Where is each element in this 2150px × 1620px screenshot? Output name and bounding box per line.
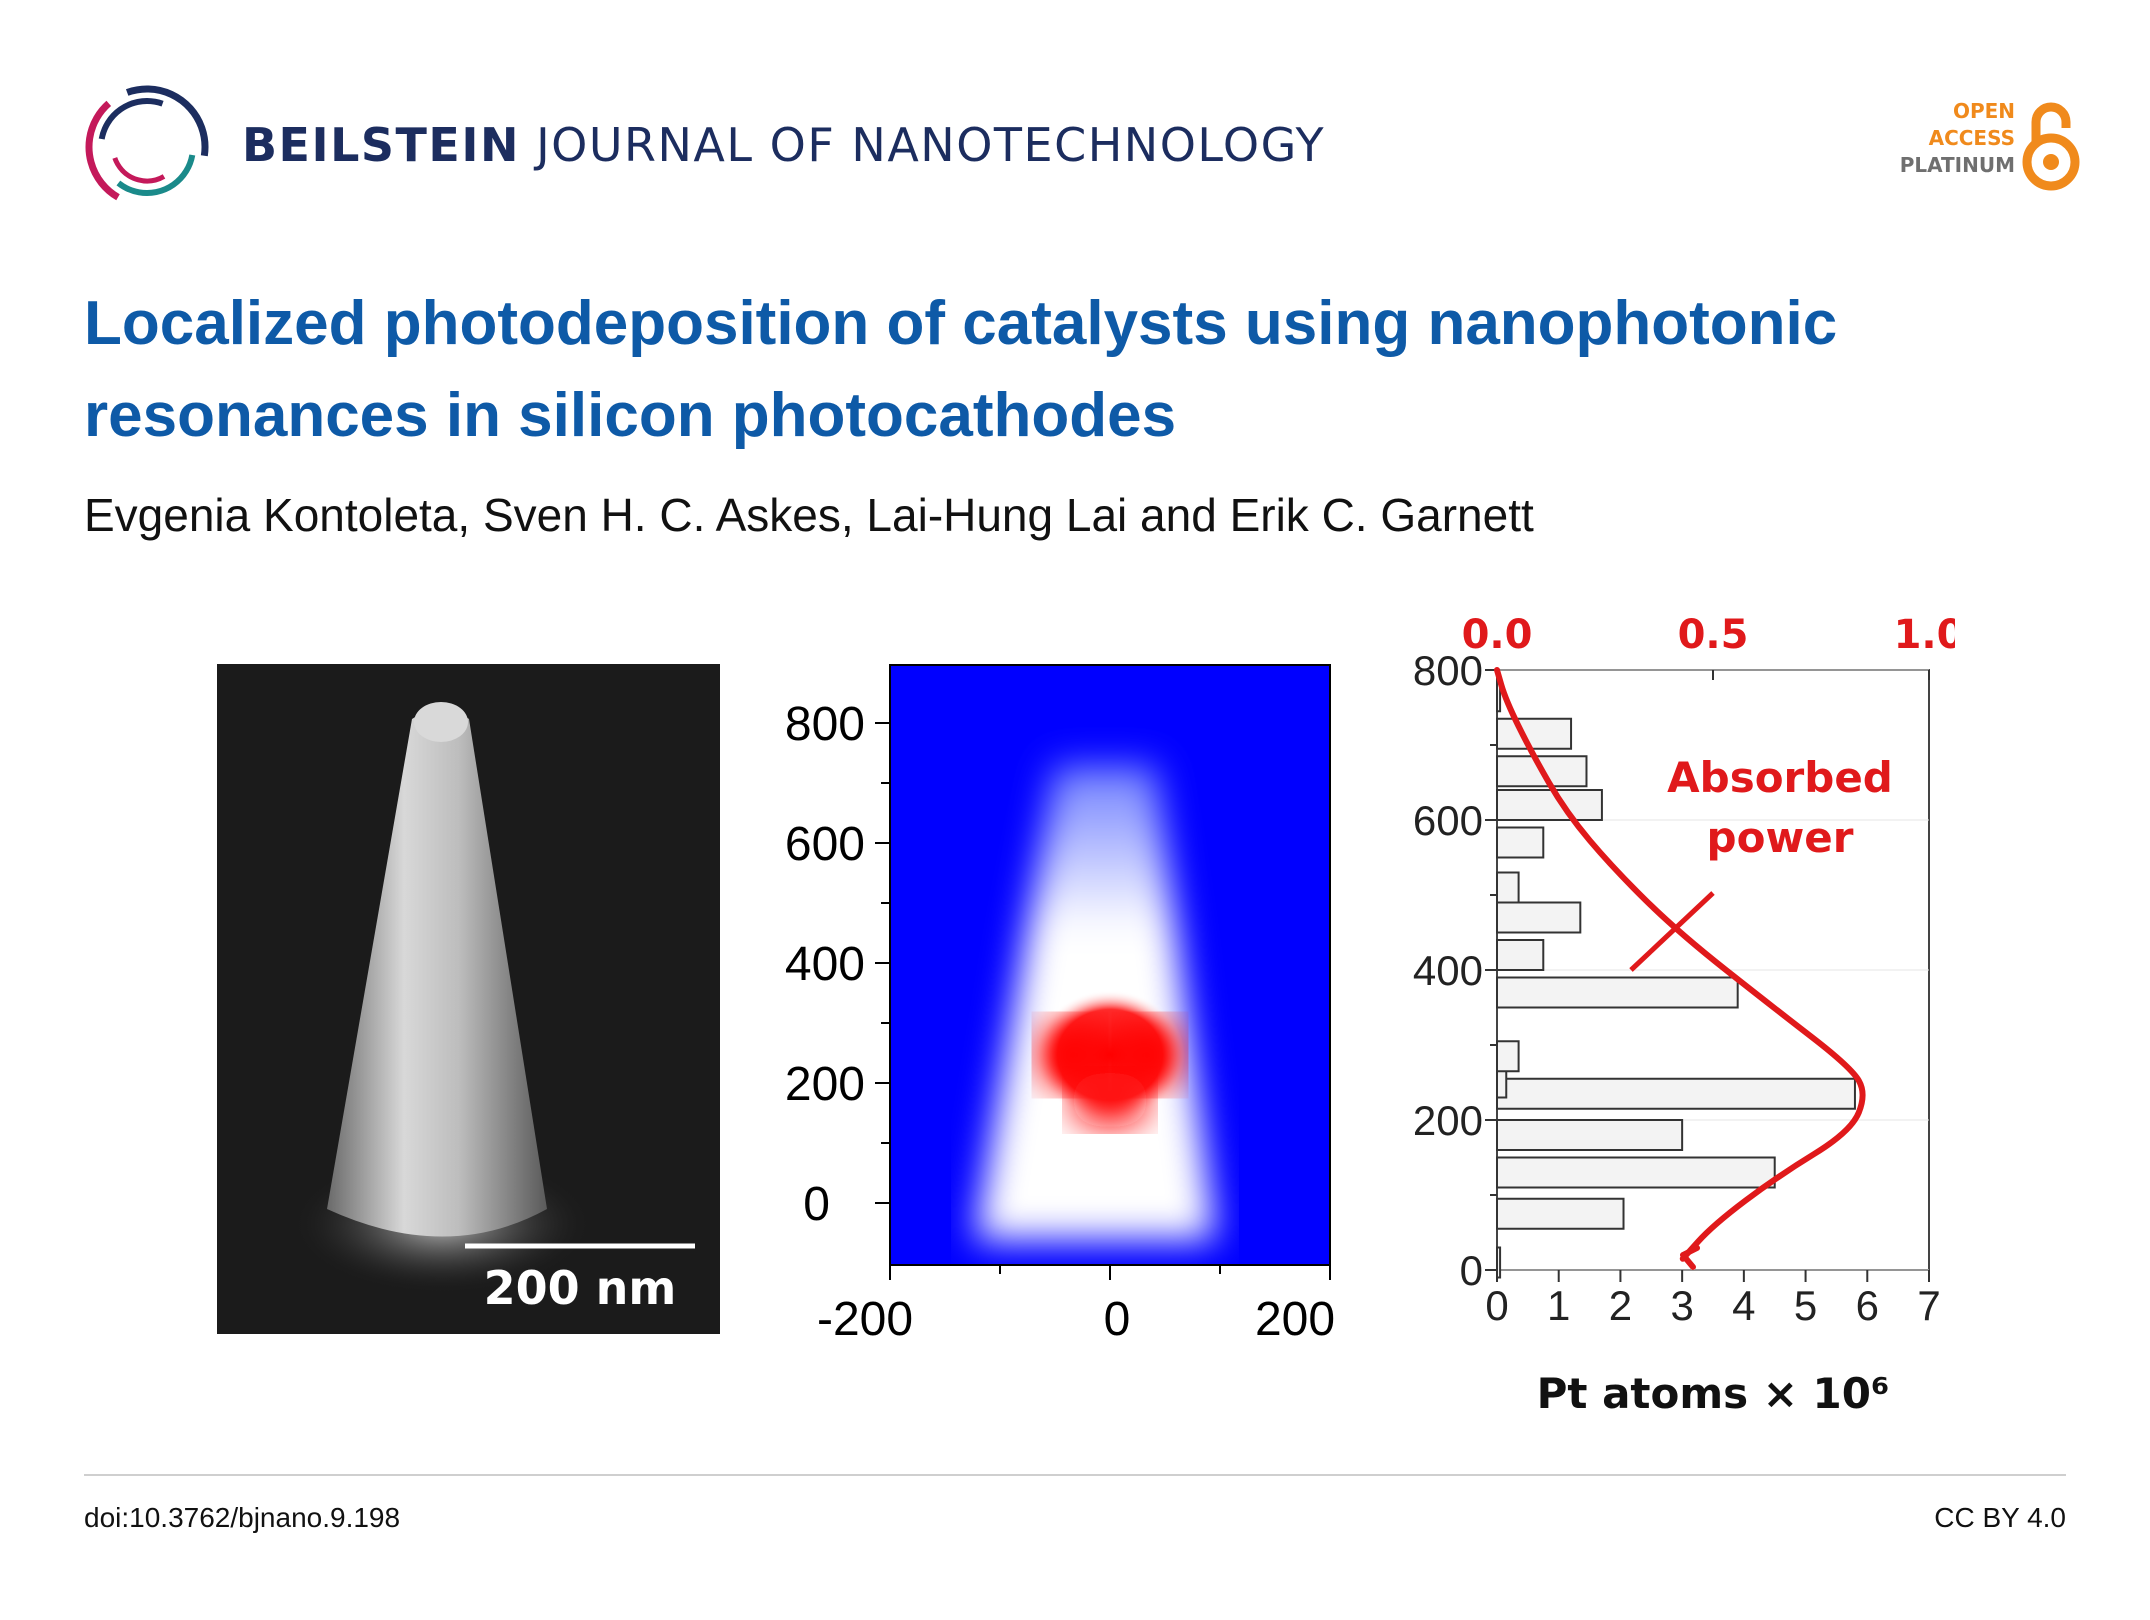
sim-xtick-200: 200 xyxy=(1255,1293,1335,1346)
bar xyxy=(1496,717,1573,750)
curve-end-arrow-icon xyxy=(1680,1245,1700,1270)
article-title-line2: resonances in silicon photocathodes xyxy=(84,381,1177,450)
y-tick-label: 600 xyxy=(1413,797,1483,844)
open-access-lock-icon xyxy=(2022,102,2080,191)
y-tick-label: 400 xyxy=(1413,947,1483,994)
bar xyxy=(1496,1246,1502,1279)
author-list: Evgenia Kontoleta, Sven H. C. Askes, Lai… xyxy=(84,489,1534,541)
sim-xtick-0: 0 xyxy=(1104,1293,1131,1346)
footer-divider xyxy=(84,1474,2066,1476)
y-tick-label: 200 xyxy=(1413,1097,1483,1144)
y-tick-label: 0 xyxy=(1460,1247,1483,1294)
absorbed-power-label-line2: power xyxy=(1707,813,1854,862)
article-title-line1: Localized photodeposition of catalysts u… xyxy=(84,289,1838,358)
bar xyxy=(1496,755,1588,788)
journal-name: BEILSTEIN JOURNAL OF NANOTECHNOLOGY xyxy=(242,118,1325,172)
oa-line-access: ACCESS xyxy=(1928,126,2015,150)
absorbed-power-curve xyxy=(1494,667,1866,1262)
bar xyxy=(1496,871,1520,904)
chart-bars xyxy=(1496,680,1856,1279)
top-tick-label: 0.0 xyxy=(1462,612,1533,658)
x-tick-label: 6 xyxy=(1856,1282,1879,1329)
sim-ytick-0: 0 xyxy=(803,1178,830,1231)
x-tick-label: 0 xyxy=(1485,1282,1508,1329)
sim-ytick-200: 200 xyxy=(785,1058,865,1111)
x-tick-label: 2 xyxy=(1609,1282,1632,1329)
bar xyxy=(1496,901,1582,934)
bar xyxy=(1496,1197,1625,1230)
doi-text: doi:10.3762/bjnano.9.198 xyxy=(84,1502,401,1533)
bar xyxy=(1496,939,1545,971)
y-tick-label: 800 xyxy=(1413,647,1483,694)
absorbed-power-label-line1: Absorbed xyxy=(1667,753,1893,802)
chart-top-ticks: 0.0 0.5 1.0 xyxy=(1462,612,1964,680)
bar xyxy=(1496,789,1603,821)
sim-ytick-800: 800 xyxy=(785,698,865,751)
bar xyxy=(1496,1156,1776,1189)
absorbed-power-pointer xyxy=(1629,891,1715,972)
sim-xtick-neg200: -200 xyxy=(817,1293,913,1346)
bar xyxy=(1496,826,1545,859)
sem-image: 200 nm xyxy=(217,664,720,1334)
x-tick-label: 4 xyxy=(1732,1282,1755,1329)
beilstein-logo-icon xyxy=(85,85,209,209)
top-tick-label: 1.0 xyxy=(1894,612,1955,658)
x-tick-label: 1 xyxy=(1547,1282,1570,1329)
journal-name-rest: JOURNAL OF NANOTECHNOLOGY xyxy=(536,118,1326,172)
oa-line-platinum: PLATINUM xyxy=(1899,153,2015,177)
open-access-badge: OPEN ACCESS PLATINUM xyxy=(1870,98,2080,198)
field-simulation-map: 800 600 400 200 0 -200 0 200 xyxy=(745,660,1365,1360)
sem-scalebar-label: 200 nm xyxy=(484,1261,677,1315)
bar xyxy=(1496,976,1739,1009)
x-tick-label: 7 xyxy=(1917,1282,1940,1329)
chart-y-ticks: 0 200 400 600 800 xyxy=(1413,647,1497,1294)
journal-name-bold: BEILSTEIN xyxy=(242,118,520,172)
bar xyxy=(1496,1119,1684,1151)
oa-line-open: OPEN xyxy=(1952,99,2015,123)
x-tick-label: 5 xyxy=(1794,1282,1817,1329)
chart-x-axis-label: Pt atoms × 10⁶ xyxy=(1537,1369,1890,1418)
top-tick-label: 0.5 xyxy=(1678,612,1749,658)
sim-ytick-600: 600 xyxy=(785,818,865,871)
bar xyxy=(1496,1077,1856,1110)
article-title: Localized photodeposition of catalysts u… xyxy=(84,278,2084,462)
license-text: CC BY 4.0 xyxy=(1934,1502,2066,1533)
sim-ytick-400: 400 xyxy=(785,938,865,991)
x-tick-label: 3 xyxy=(1670,1282,1693,1329)
bar xyxy=(1496,1040,1520,1073)
